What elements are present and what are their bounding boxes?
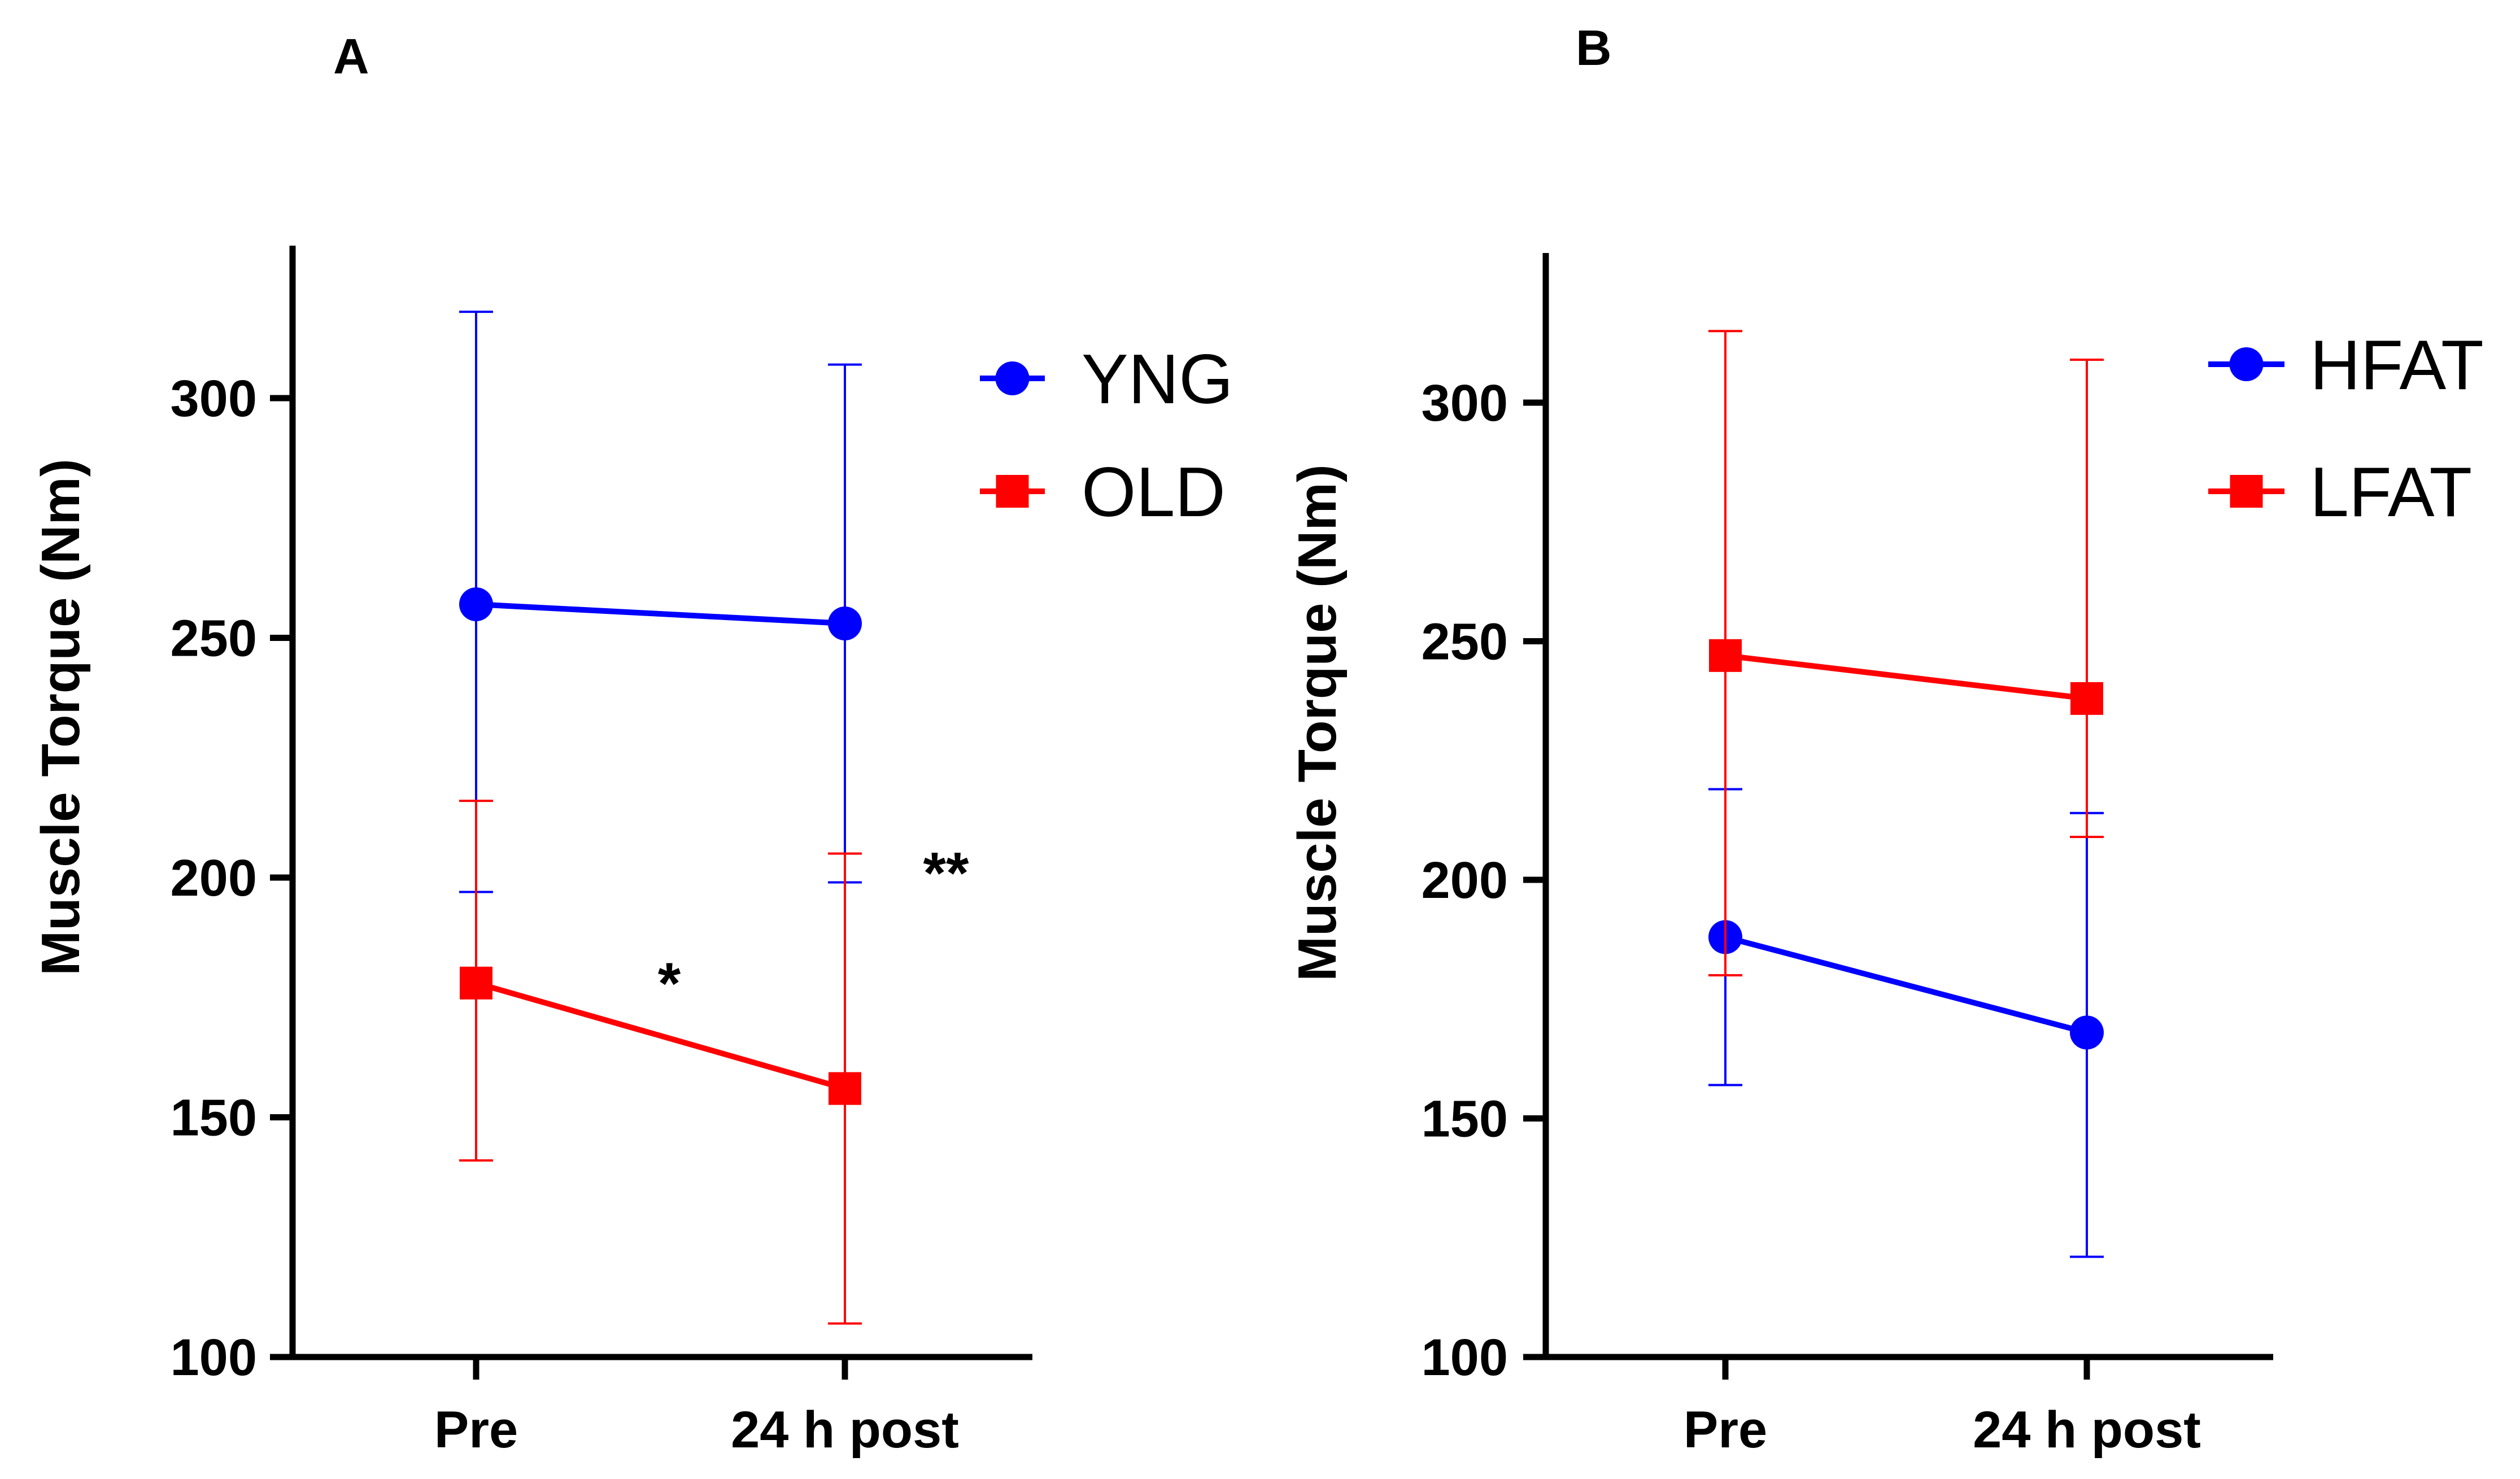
x-tick-label: Pre xyxy=(1684,1401,1767,1459)
ticks: 100 150 200 250 300 Pre 24 h post xyxy=(171,370,959,1459)
significance-marker: * xyxy=(658,951,681,1016)
series-line-old xyxy=(475,980,846,1092)
y-tick-label: 300 xyxy=(171,370,258,427)
series-lfat xyxy=(1708,330,2104,976)
point-lfat xyxy=(2070,682,2103,715)
y-tick-label: 200 xyxy=(1422,852,1508,909)
series-yng xyxy=(459,311,862,893)
legend-marker xyxy=(2230,475,2263,508)
y-tick-label: 100 xyxy=(171,1329,258,1386)
series-line-yng xyxy=(476,601,845,627)
significance-marker: ** xyxy=(923,841,969,906)
series-line-lfat xyxy=(1725,652,2087,701)
legend-item-old: OLD xyxy=(980,453,1226,531)
chart-panel-a: A Muscle Torque (Nm) 100 150 200 250 300 Pre 2… xyxy=(30,28,1233,1459)
x-tick-label: Pre xyxy=(434,1401,518,1459)
series-line-hfat xyxy=(1724,934,2088,1036)
legend-item-yng: YNG xyxy=(980,341,1233,418)
y-tick-label: 200 xyxy=(171,849,258,907)
y-tick-label: 100 xyxy=(1422,1329,1508,1386)
point-lfat xyxy=(1709,639,1742,672)
y-axis-label: Muscle Torque (Nm) xyxy=(30,459,91,976)
y-tick-label: 250 xyxy=(1422,613,1508,671)
point-hfat xyxy=(2070,1015,2104,1050)
y-tick-label: 250 xyxy=(171,610,258,667)
point-yng xyxy=(828,607,862,641)
chart-panel-b: B Muscle Torque (Nm) 100 150 200 250 300 Pre 2… xyxy=(1287,20,2484,1459)
y-axis-label: Muscle Torque (Nm) xyxy=(1287,464,1348,981)
panel-letter-a: A xyxy=(333,28,369,84)
y-tick-label: 150 xyxy=(171,1089,258,1147)
legend-item-hfat: HFAT xyxy=(2208,326,2484,404)
point-old xyxy=(460,966,492,1000)
legend: YNG OLD xyxy=(980,341,1233,531)
legend-marker xyxy=(996,475,1029,508)
marks xyxy=(1708,330,2104,1258)
point-old xyxy=(829,1072,861,1105)
ticks: 100 150 200 250 300 Pre 24 h post xyxy=(1422,374,2201,1459)
annotations: *** xyxy=(658,841,969,1016)
legend-label: HFAT xyxy=(2310,326,2484,404)
y-tick-label: 300 xyxy=(1422,374,1508,432)
y-tick-label: 150 xyxy=(1422,1090,1508,1148)
legend-label: LFAT xyxy=(2310,453,2472,531)
axes xyxy=(1542,253,2273,1360)
x-tick-label: 24 h post xyxy=(731,1401,959,1459)
legend-label: OLD xyxy=(1082,453,1226,531)
legend-item-lfat: LFAT xyxy=(2208,453,2472,531)
legend-marker xyxy=(995,361,1030,395)
legend-marker xyxy=(2229,347,2264,381)
marks xyxy=(459,311,862,1325)
x-tick-label: 24 h post xyxy=(1973,1401,2201,1459)
legend-label: YNG xyxy=(1082,341,1233,418)
axes xyxy=(289,246,1032,1360)
series-old xyxy=(459,800,862,1325)
point-yng xyxy=(459,587,493,622)
legend: HFAT LFAT xyxy=(2208,326,2484,531)
panel-letter-b: B xyxy=(1576,20,1612,76)
